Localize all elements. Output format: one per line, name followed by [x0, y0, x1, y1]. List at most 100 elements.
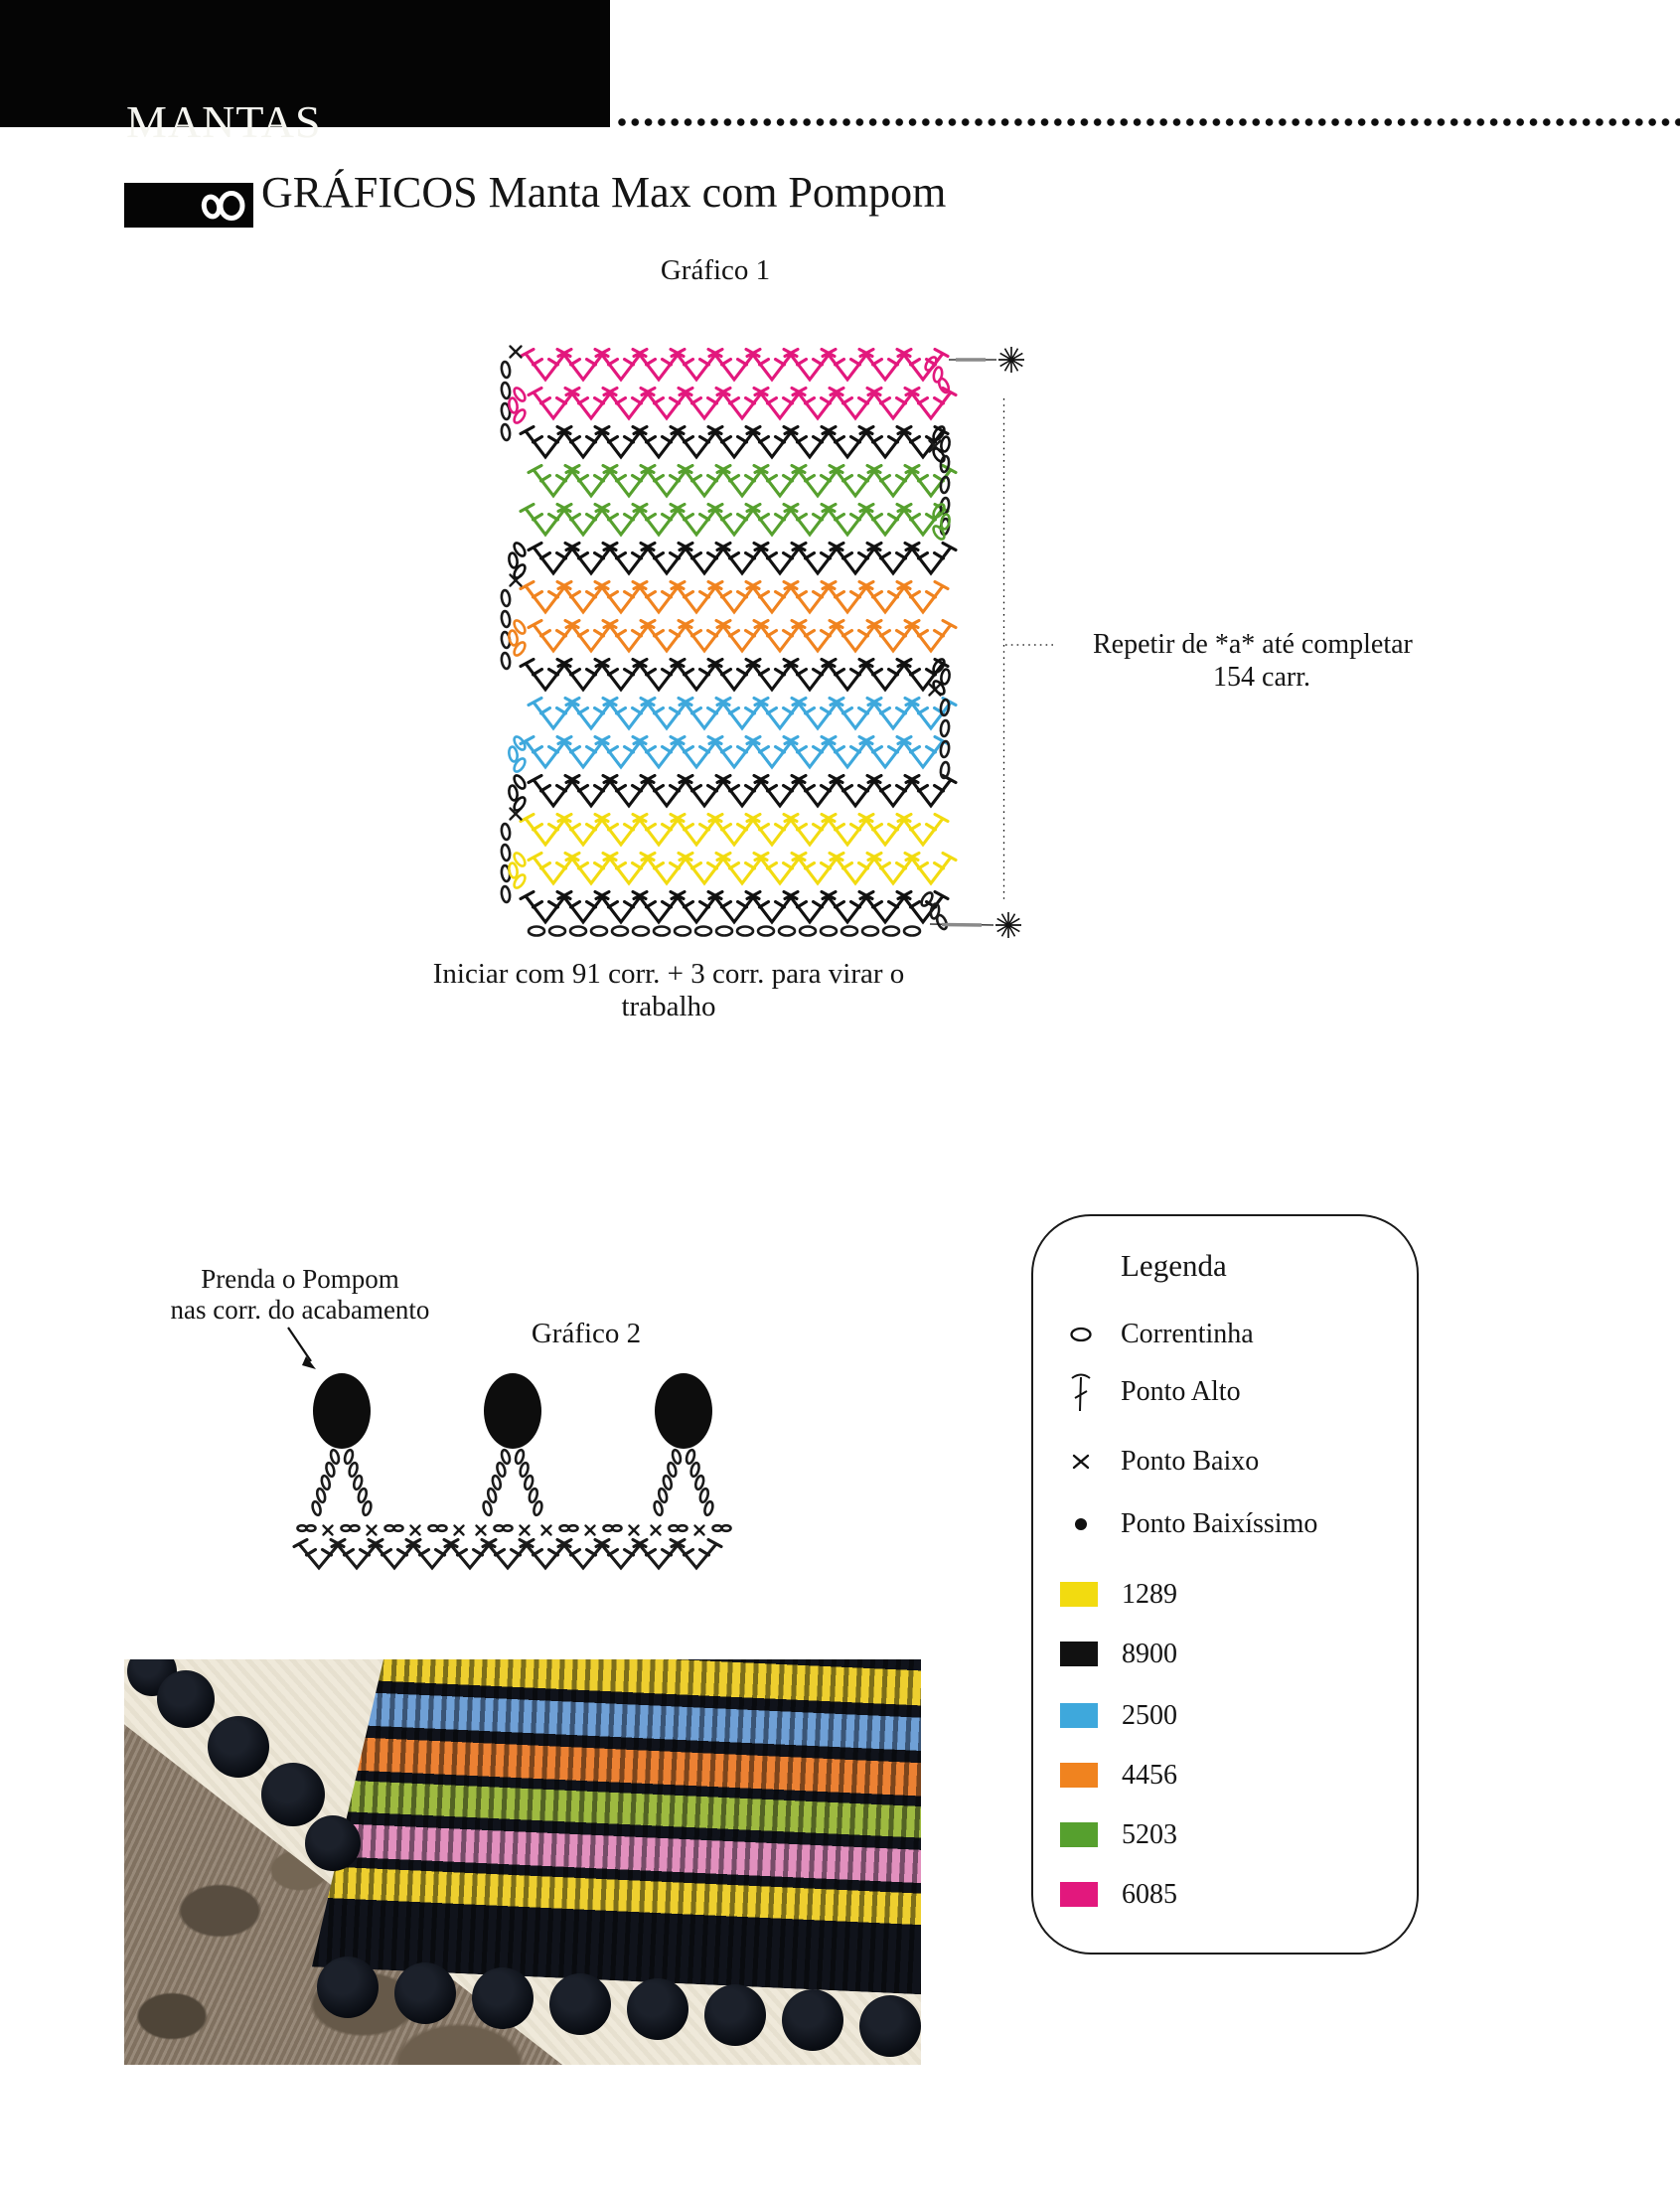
- single-crochet-icon: [322, 1524, 334, 1536]
- yarn-logo-icon: [201, 191, 245, 221]
- section-title: MANTAS: [126, 96, 322, 147]
- yarn-color-code: 2500: [1122, 1700, 1177, 1731]
- chain-stitch-icon: [500, 884, 512, 904]
- yarn-color-swatch: [1060, 1763, 1098, 1788]
- chain-stitch-icon: [513, 641, 527, 657]
- v-stitch-row: [519, 657, 950, 693]
- chain-stitch-icon: [486, 1487, 498, 1504]
- chain-stitch-icon: [528, 1487, 539, 1504]
- v-stitch-row: [292, 1537, 723, 1571]
- chain-stitch-icon: [902, 925, 922, 937]
- legend-stitch-row: Ponto Baixíssimo: [1033, 1502, 1417, 1546]
- chain-stitch-icon: [527, 925, 546, 937]
- chain-stitch-icon: [513, 542, 527, 557]
- v-stitch-row: [527, 541, 958, 576]
- yarn-color-swatch: [1060, 1703, 1098, 1728]
- single-crochet-icon: [584, 1524, 596, 1536]
- photo-pompom: [549, 1972, 611, 2035]
- yarn-color-code: 8900: [1122, 1639, 1177, 1669]
- legend-stitch-label: Ponto Baixíssimo: [1121, 1508, 1318, 1539]
- slip-stitch-symbol: [1075, 1518, 1087, 1530]
- v-stitch-row: [519, 502, 950, 538]
- chain-stitch-icon: [508, 745, 519, 763]
- chain-stitch-icon: [671, 1448, 683, 1466]
- single-crochet-icon: [628, 1524, 640, 1536]
- chain-stitch-icon: [939, 698, 951, 717]
- yarn-color-code: 1289: [1122, 1579, 1177, 1610]
- photo-pompom: [859, 1994, 921, 2057]
- chain-stitch-icon: [496, 1461, 507, 1479]
- yarn-color-swatch: [1060, 1882, 1098, 1907]
- chain-stitch-icon: [508, 396, 519, 414]
- v-stitch-row: [527, 773, 958, 809]
- chain-stitch-icon: [924, 356, 938, 372]
- chain-stitch-icon: [693, 925, 713, 937]
- chain-stitch-icon: [513, 563, 527, 579]
- chain-stitch-icon: [568, 925, 588, 937]
- chain-stitch-icon: [558, 1523, 570, 1533]
- chain-stitch-icon: [685, 1448, 696, 1466]
- chain-stitch-icon: [362, 1499, 373, 1517]
- v-stitch-row: [519, 734, 950, 770]
- section-header-bar: MANTAS: [0, 0, 610, 147]
- chain-stitch-icon: [508, 784, 519, 802]
- chain-stitch-icon: [500, 651, 512, 671]
- chain-stitch-icon: [932, 447, 946, 463]
- chain-stitch-icon: [340, 1523, 352, 1533]
- chain-stitch-icon: [311, 1499, 322, 1517]
- pompom: [655, 1373, 712, 1449]
- v-stitch-row: [519, 347, 950, 383]
- pompom: [313, 1373, 371, 1449]
- yarn-color-code: 5203: [1122, 1819, 1177, 1850]
- chain-stitch-icon: [357, 1487, 369, 1504]
- single-crochet-icon: [409, 1524, 421, 1536]
- chain-stitch-icon: [667, 1461, 678, 1479]
- chain-stitch-icon: [657, 1487, 669, 1504]
- chain-stitch-icon: [840, 925, 859, 937]
- chain-stitch-icon: [343, 1448, 355, 1466]
- chain-stitch-icon: [427, 1523, 439, 1533]
- v-stitch-row: [519, 579, 950, 615]
- yarn-color-code: 4456: [1122, 1760, 1177, 1791]
- chain-stitch-icon: [714, 925, 734, 937]
- legend-title: Legenda: [1121, 1248, 1227, 1283]
- chart2-note-line2: nas corr. do acabamento: [170, 1295, 430, 1325]
- chain-stitch-icon: [939, 475, 951, 495]
- photo-pompom: [627, 1978, 688, 2040]
- chain-stitch-icon: [513, 735, 527, 751]
- yarn-color-swatch: [1060, 1582, 1098, 1607]
- chain-stitch-icon: [392, 1523, 404, 1533]
- chain-stitch-icon: [756, 925, 776, 937]
- chain-stitch-icon: [689, 1461, 700, 1479]
- repeat-note-line2: 154 carr.: [1213, 662, 1310, 693]
- photo-pompom: [208, 1716, 269, 1778]
- chain-stitch-icon: [533, 1499, 543, 1517]
- chain-stitch-icon: [929, 902, 941, 920]
- chain-stitch-icon: [352, 1474, 364, 1491]
- chain-stitch-icon: [611, 1523, 623, 1533]
- chain-stitch-icon: [932, 366, 944, 384]
- chain-stitch-icon: [860, 925, 880, 937]
- note-arrow: [287, 1327, 316, 1369]
- photo-striped-blanket: [305, 1659, 921, 1996]
- v-stitch-row: [519, 424, 950, 460]
- chart1-label: Gráfico 1: [660, 254, 771, 286]
- chain-stitch-icon: [348, 1461, 359, 1479]
- chain-stitch-icon: [513, 774, 527, 790]
- chain-stitch-icon: [502, 1523, 514, 1533]
- single-crochet-icon: [475, 1524, 487, 1536]
- chain-stitch-icon: [491, 1474, 503, 1491]
- chart2-label: Gráfico 2: [531, 1318, 642, 1349]
- photo-pompom: [782, 1989, 843, 2051]
- chain-stitch-icon: [519, 1461, 530, 1479]
- chain-stitch-icon: [937, 377, 951, 394]
- single-crochet-icon: [509, 345, 523, 359]
- chain-stitch-icon: [631, 925, 651, 937]
- chart2-note: Prenda o Pompom nas corr. do acabamento: [165, 1264, 435, 1326]
- photo-pompom: [261, 1763, 325, 1826]
- chain-stitch-icon: [735, 925, 755, 937]
- chain-stitch-icon: [668, 1523, 680, 1533]
- legend-box: Legenda Correntinha Ponto Alto Ponto Baixo…: [1031, 1214, 1419, 1955]
- chain-stitch-icon: [881, 925, 901, 937]
- repeat-marker-star-icon: [998, 347, 1024, 373]
